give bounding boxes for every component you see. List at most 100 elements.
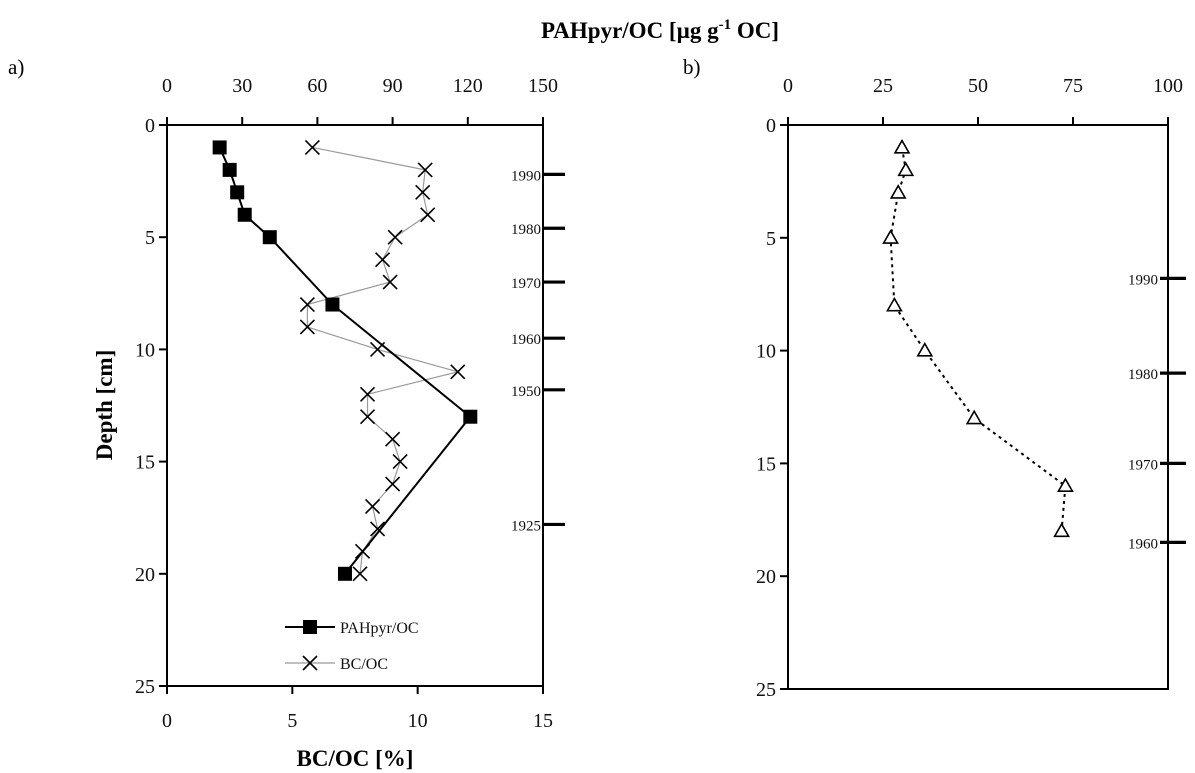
year-marker-label: 1970 [1128,457,1158,473]
chart-title: PAHpyr/OC [µg g-1 OC] [541,17,779,43]
year-marker-label: 1990 [511,168,541,184]
legend-label-bc-oc: BC/OC [340,656,388,673]
legend: PAHpyr/OC BC/OC [285,620,419,673]
panel-b-point [1057,477,1074,493]
panel-a-bottom-x-tick-labels: 0 5 10 15 [162,710,553,732]
panel-b-y-tick-label: 20 [756,566,776,588]
panel-b-point [965,409,983,425]
panel-a-y-tick-label: 10 [135,339,155,361]
panel-b-y-tick-label: 0 [766,115,776,137]
legend-label-pahpyr-oc: PAHpyr/OC [340,620,419,637]
year-marker-label: 1960 [511,332,541,348]
series-bc-oc [299,139,466,582]
title-main: PAHpyr/OC [µg g [541,18,719,43]
bc-oc-point [415,184,431,200]
panel-label-b: b) [683,55,701,79]
panel-a-y-tick-label: 20 [135,564,155,586]
bc-oc-point [352,566,368,582]
panel-a-bottom-x-tick-label: 10 [408,710,428,732]
y-axis-label: Depth [cm] [92,350,117,461]
pahpyr-oc-point [337,566,352,581]
panel-b-point [886,296,903,312]
panel-b-y-tick-labels: 0 5 10 15 20 25 [756,115,776,701]
bc-oc-point [304,139,320,156]
panel-a-y-tick-label: 5 [145,227,155,249]
panel-a-top-x-tick-label: 150 [528,75,558,97]
bc-oc-point [392,454,408,470]
panel-a-top-x-tick-label: 30 [232,75,252,97]
panel-b-y-tick-marks [780,124,788,690]
panel-a-top-x-tick-labels: 0 30 60 90 120 150 [162,75,558,97]
panel-b-top-x-tick-marks [787,117,1169,125]
bc-oc-point [359,386,376,402]
bc-oc-line [306,146,461,574]
bc-oc-point [369,521,386,537]
x-axis-label-bottom: BC/OC [%] [297,746,414,771]
panel-b-point [889,184,907,199]
legend-marker-bc-oc [302,655,318,671]
panel-a-top-x-tick-label: 0 [162,75,172,97]
pahpyr-oc-point [230,185,245,200]
panel-a-y-tick-label: 25 [135,676,155,698]
panel-b-line [889,147,1067,532]
panel-a-bottom-x-tick-label: 15 [533,710,553,732]
panel-a-top-x-tick-label: 90 [383,75,403,97]
panel-b-y-tick-label: 10 [756,341,776,363]
panel-b-top-x-tick-labels: 0 25 50 75 100 [783,75,1183,97]
year-marker-label: 1960 [1128,536,1158,552]
bc-oc-point [385,476,401,492]
panel-a-y-tick-label: 15 [135,452,155,474]
legend-item-pahpyr-oc: PAHpyr/OC [285,620,419,637]
bc-oc-point [299,319,315,335]
title-tail: OC] [731,18,779,43]
pahpyr-oc-line [218,147,472,575]
panel-a-y-tick-labels: 0 5 10 15 20 25 [135,115,155,698]
year-marker-label: 1970 [511,276,541,292]
panel-b-y-tick-label: 15 [756,453,776,475]
panel-a-y-tick-label: 0 [145,115,155,137]
panel-b-point [893,138,911,154]
plot-a-frame [166,124,544,687]
pahpyr-oc-point [212,140,227,155]
year-marker-label: 1925 [511,518,541,534]
panel-b-top-x-tick-label: 75 [1063,75,1083,97]
panel-a-bottom-x-tick-label: 5 [287,710,297,732]
panel-a-top-x-tick-label: 60 [307,75,327,97]
panel-a-top-x-tick-label: 120 [453,75,483,97]
panel-b-year-markers: 1990 1980 1970 1960 [1128,272,1186,552]
panel-b-y-tick-label: 5 [766,228,776,250]
panel-label-a: a) [8,55,24,79]
series-panel-b [882,138,1074,538]
panel-b-top-x-tick-label: 25 [873,75,893,97]
title-superscript: -1 [719,17,732,33]
bc-oc-point [359,409,376,425]
panel-a-year-markers: 1990 1980 1970 1960 1950 1925 [511,168,565,534]
panel-b-y-tick-label: 25 [756,679,776,701]
year-marker-label: 1980 [511,222,541,238]
panel-b-point [916,341,934,357]
year-marker-label: 1950 [511,384,541,400]
panel-b-point [1053,522,1070,538]
panel-b-top-x-tick-label: 100 [1153,75,1183,97]
bc-oc-point [385,431,401,447]
panel-b-point [882,229,899,244]
bc-oc-point [382,274,398,290]
panel-a-bottom-x-tick-label: 0 [162,710,172,732]
panel-b-top-x-tick-label: 0 [783,75,793,97]
legend-item-bc-oc: BC/OC [285,655,388,673]
bc-oc-point [375,252,391,268]
series-pahpyr-oc [212,140,478,581]
panel-b-top-x-tick-label: 50 [968,75,988,97]
legend-marker-pahpyr-oc [303,620,317,634]
year-marker-label: 1980 [1128,367,1158,383]
pahpyr-oc-point [237,207,252,222]
bc-oc-point [417,162,433,178]
bc-oc-point [387,229,403,245]
pahpyr-oc-point [463,409,478,424]
bc-oc-point [299,296,315,313]
panel-a-y-tick-marks [159,124,167,687]
panel-b-point [897,161,915,177]
panel-a-top-x-tick-marks [166,117,544,125]
panel-b: 0 5 10 15 20 25 0 25 50 75 100 1990 1980 1970 1960 [756,75,1186,701]
